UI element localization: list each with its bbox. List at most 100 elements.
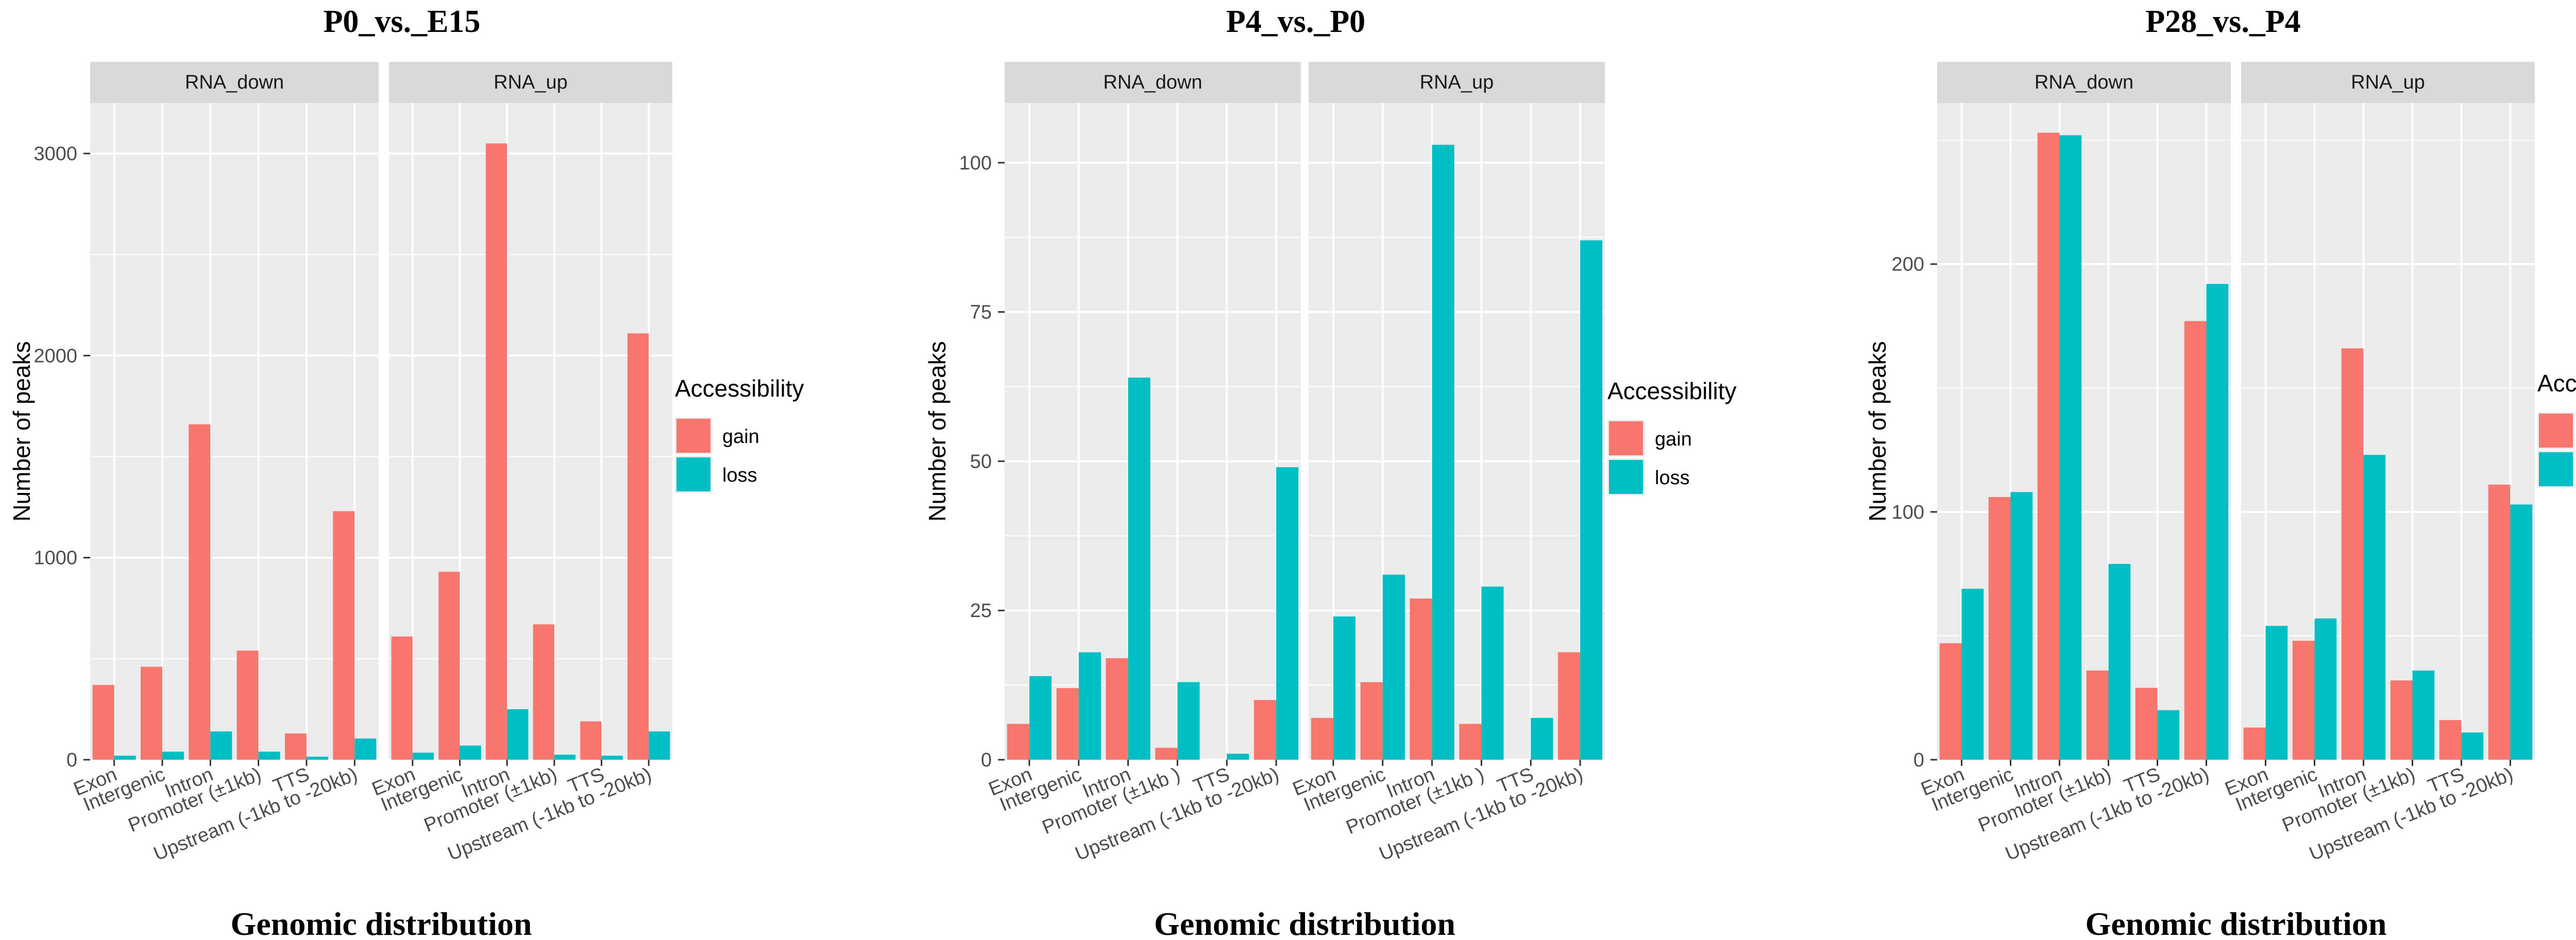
chart-title: P28_vs._P4 xyxy=(2145,4,2300,39)
bar-loss xyxy=(1276,467,1299,760)
legend-swatch-loss xyxy=(676,457,710,491)
bar-gain xyxy=(1410,599,1432,760)
facet-label: RNA_down xyxy=(2035,72,2133,93)
bar-loss xyxy=(2157,710,2180,760)
bar-loss xyxy=(1382,574,1405,760)
plot-panel xyxy=(389,103,672,760)
facet-strip xyxy=(90,62,379,103)
x-axis-label: Genomic distribution xyxy=(231,905,532,940)
bar-loss xyxy=(1531,717,1553,760)
bar-gain xyxy=(2086,670,2109,760)
bar-gain xyxy=(1106,658,1128,760)
facet-strip xyxy=(1937,62,2231,103)
bar-loss xyxy=(210,731,232,760)
bar-loss xyxy=(1227,754,1249,760)
bar-gain xyxy=(1988,497,2011,760)
bar-loss xyxy=(2206,284,2229,760)
bar-loss xyxy=(258,751,280,760)
bar-gain xyxy=(485,143,507,760)
legend: Accessibility gain loss xyxy=(675,375,804,493)
bar-gain xyxy=(1253,700,1277,760)
y-tick-label: 25 xyxy=(970,600,992,622)
bar-loss xyxy=(2059,135,2082,760)
bar-gain xyxy=(627,333,649,760)
bar-loss xyxy=(2314,618,2337,760)
y-tick-label: 100 xyxy=(959,152,992,174)
bar-loss xyxy=(1177,682,1200,760)
bar-gain xyxy=(92,685,114,760)
facet-strip xyxy=(1005,62,1301,103)
y-tick-label: 0 xyxy=(66,749,77,771)
legend-swatch-gain xyxy=(676,419,710,453)
plot-panel xyxy=(2241,103,2535,760)
legend-label-loss: loss xyxy=(1655,467,1690,489)
bar-loss xyxy=(2010,492,2033,760)
legend-label-gain: gain xyxy=(722,426,759,448)
chart-title: P4_vs._P0 xyxy=(1226,4,1365,39)
bar-gain xyxy=(285,733,307,760)
bar-gain xyxy=(141,666,162,760)
plot-panel xyxy=(90,103,379,760)
bar-loss xyxy=(114,756,136,760)
bar-loss xyxy=(354,738,377,760)
bar-gain xyxy=(236,651,259,760)
facet-label: RNA_down xyxy=(185,72,284,93)
chart-0: P0_vs._E15 RNA_downExonIntergenicIntronPr… xyxy=(8,4,804,940)
y-tick-label: 0 xyxy=(1913,749,1924,771)
legend-label-loss: loss xyxy=(722,465,757,486)
bar-gain xyxy=(2135,688,2158,760)
bar-loss xyxy=(2108,563,2131,760)
y-tick-label: 2000 xyxy=(33,345,77,367)
legend-swatch-loss xyxy=(1609,460,1643,494)
y-axis-label: Number of peaks xyxy=(1864,341,1891,521)
bar-loss xyxy=(2265,626,2288,760)
bar-gain xyxy=(1155,747,1178,760)
bar-loss xyxy=(1128,378,1150,760)
facet-label: RNA_down xyxy=(1103,72,1202,93)
bar-loss xyxy=(601,756,623,760)
bar-gain xyxy=(1056,688,1079,760)
legend-title: Accessibility xyxy=(2537,370,2576,397)
bar-gain xyxy=(533,624,554,760)
x-axis-label: Genomic distribution xyxy=(2086,905,2387,940)
plot-panel xyxy=(1005,103,1301,760)
facet-label: RNA_up xyxy=(2351,72,2425,93)
bar-loss xyxy=(2510,504,2533,760)
bar-loss xyxy=(1029,676,1052,760)
bar-loss xyxy=(162,751,184,760)
y-axis-label: Number of peaks xyxy=(924,341,951,521)
bar-gain xyxy=(2292,641,2315,760)
chart-title: P0_vs._E15 xyxy=(324,4,481,39)
chart-2: P28_vs._P4 RNA_downExonIntergenicIntronPr… xyxy=(1864,4,2576,940)
plot-panel xyxy=(1309,103,1605,760)
y-tick-label: 50 xyxy=(970,451,992,472)
bar-loss xyxy=(2363,455,2386,760)
x-axis-label: Genomic distribution xyxy=(1154,905,1455,940)
bar-loss xyxy=(507,709,529,760)
legend-swatch-loss xyxy=(2539,452,2573,486)
plot-panel xyxy=(1937,103,2231,760)
bar-gain xyxy=(2341,348,2364,760)
y-tick-label: 75 xyxy=(970,302,992,323)
bar-gain xyxy=(1311,717,1333,760)
bar-loss xyxy=(554,755,576,760)
bar-gain xyxy=(1459,724,1482,760)
legend: Accessibility gain loss xyxy=(1607,378,1737,495)
facet-strip xyxy=(2241,62,2535,103)
bar-gain xyxy=(2243,727,2266,760)
legend-title: Accessibility xyxy=(675,375,804,402)
legend-swatch-gain xyxy=(1609,421,1643,455)
bar-gain xyxy=(2488,484,2511,760)
y-axis-label: Number of peaks xyxy=(8,341,35,521)
bar-gain xyxy=(1360,682,1383,760)
bar-gain xyxy=(2390,680,2413,760)
y-tick-label: 100 xyxy=(1892,502,1924,523)
facet-label: RNA_up xyxy=(494,72,568,93)
bar-loss xyxy=(1580,240,1603,760)
bar-loss xyxy=(1333,616,1356,760)
